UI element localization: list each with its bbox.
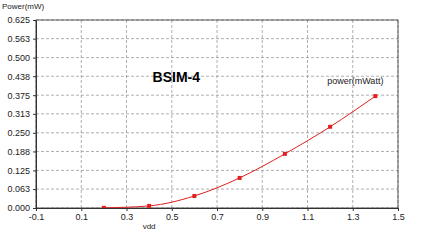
tick-mark [33, 170, 36, 171]
tick-mark [127, 208, 128, 211]
tick: 0.3 [121, 208, 134, 222]
tick: 0.500 [7, 53, 36, 63]
tick-label: 0.250 [7, 128, 30, 138]
tick: 0.5 [166, 208, 179, 222]
grid-line [36, 38, 398, 39]
marker [238, 176, 242, 180]
tick-mark [172, 208, 173, 211]
tick-label: 0.063 [7, 184, 30, 194]
tick-label: 1.3 [347, 212, 360, 222]
tick-label: 0.563 [7, 34, 30, 44]
grid-line [36, 132, 398, 133]
tick: -0.1 [29, 208, 45, 222]
tick: 0.063 [7, 184, 36, 194]
tick-label: 0.000 [7, 203, 30, 213]
x-axis: -0.1 0.1 0.3 0.5 0.7 0.9 1.1 1.3 1.5 [29, 208, 405, 222]
tick-mark [353, 208, 354, 211]
tick-mark [33, 39, 36, 40]
tick-mark [33, 20, 36, 21]
tick-mark [33, 76, 36, 77]
tick-mark [398, 208, 399, 211]
tick-mark [262, 208, 263, 211]
tick-label: 0.9 [256, 212, 269, 222]
tick-label: 1.1 [302, 212, 315, 222]
tick-label: 0.125 [7, 166, 30, 176]
tick-mark [33, 133, 36, 134]
grid-line [36, 95, 398, 96]
grid-line [36, 151, 398, 152]
tick: 0.000 [7, 203, 36, 213]
tick-mark [33, 58, 36, 59]
tick-label: 0.5 [166, 212, 179, 222]
tick: 0.438 [7, 72, 36, 82]
tick-label: -0.1 [29, 212, 45, 222]
tick-label: 1.5 [392, 212, 405, 222]
tick-mark [33, 208, 36, 209]
marker [328, 125, 332, 129]
marker [283, 152, 287, 156]
tick: 1.5 [392, 208, 405, 222]
annotation: BSIM-4 [153, 69, 201, 85]
marker [147, 204, 151, 208]
tick-mark [33, 95, 36, 96]
tick-label: 0.3 [121, 212, 134, 222]
tick-mark [33, 189, 36, 190]
marker [102, 206, 106, 208]
plot-frame [36, 20, 398, 208]
grid-line [36, 113, 398, 114]
tick-label: 0.500 [7, 53, 30, 63]
tick-label: 0.188 [7, 147, 30, 157]
tick-mark [33, 114, 36, 115]
tick-label: 0.313 [7, 109, 30, 119]
tick: 0.1 [75, 208, 88, 222]
tick: 0.188 [7, 147, 36, 157]
grid-line [36, 57, 398, 58]
tick-label: 0.438 [7, 72, 30, 82]
tick: 0.7 [211, 208, 224, 222]
tick: 0.313 [7, 109, 36, 119]
tick: 1.1 [302, 208, 315, 222]
tick: 0.625 [7, 15, 36, 25]
series-line [104, 96, 376, 208]
tick: 0.375 [7, 91, 36, 101]
tick: 0.125 [7, 166, 36, 176]
tick: 0.9 [256, 208, 269, 222]
tick-label: 0.7 [211, 212, 224, 222]
tick-label: 0.375 [7, 91, 30, 101]
tick: 0.563 [7, 34, 36, 44]
tick-mark [81, 208, 82, 211]
marker [373, 94, 377, 98]
series-label: power(mWatt) [327, 76, 383, 86]
tick-mark [217, 208, 218, 211]
grid [36, 20, 398, 208]
axis-line [37, 209, 399, 212]
marker [192, 194, 196, 198]
tick-mark [33, 151, 36, 152]
y-axis: 0.000 0.063 0.125 0.188 0.250 0.313 0.375 0.438… [7, 15, 36, 213]
tick: 1.3 [347, 208, 360, 222]
x-axis-title: vdd [143, 222, 156, 230]
tick: 0.250 [7, 128, 36, 138]
chart: -0.10.10.30.50.70.91.11.31.50.0000.0630.… [0, 0, 438, 230]
plot-area [102, 94, 378, 208]
tick-label: 0.625 [7, 15, 30, 25]
tick-label: 0.1 [75, 212, 88, 222]
tick-mark [308, 208, 309, 211]
grid-line [36, 170, 398, 171]
grid-line [36, 189, 398, 190]
y-axis-title: Power(mW) [2, 2, 45, 11]
